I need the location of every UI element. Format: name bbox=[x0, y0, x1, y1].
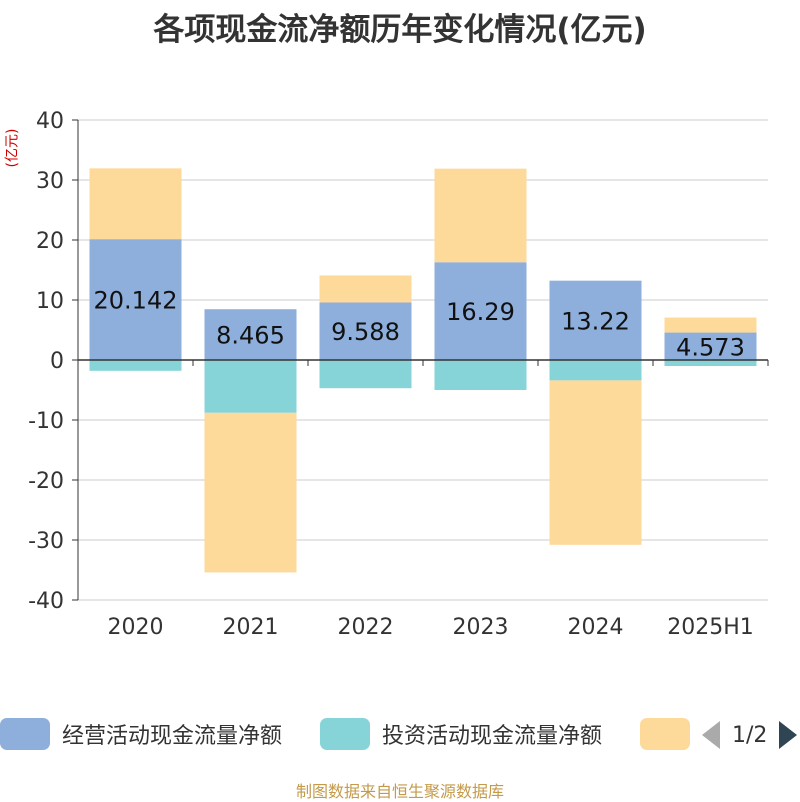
x-tick-label: 2021 bbox=[223, 615, 279, 640]
y-tick-label: 20 bbox=[36, 229, 64, 254]
x-tick-label: 2024 bbox=[568, 615, 624, 640]
bar-2022-series-1 bbox=[319, 360, 412, 389]
chart-svg: -40 -30 -20 -10 0 10 20 30 40 20.142 8.465 9.588 16.… bbox=[28, 109, 769, 640]
legend-page-indicator: 1/2 bbox=[732, 722, 768, 748]
y-tick-label: 0 bbox=[50, 349, 64, 374]
y-tick-label: 40 bbox=[36, 109, 64, 134]
bar-2021-series-1 bbox=[204, 360, 297, 413]
bar-2023-series-0 bbox=[434, 262, 527, 360]
bar-2023-series-1 bbox=[434, 360, 527, 390]
x-tick-label: 2022 bbox=[338, 615, 394, 640]
bar-2022-series-2 bbox=[319, 275, 412, 303]
y-tick-label: 30 bbox=[36, 169, 64, 194]
data-source: 制图数据来自恒生聚源数据库 bbox=[295, 782, 504, 801]
bar-2024-series-1 bbox=[549, 360, 642, 381]
bar-2020-series-0 bbox=[89, 239, 182, 360]
data-label: 9.588 bbox=[331, 318, 400, 346]
data-label: 8.465 bbox=[216, 322, 285, 350]
bar-2021-series-0 bbox=[204, 309, 297, 360]
legend-pager: 1/2 bbox=[702, 720, 798, 750]
legend-swatch-investing bbox=[320, 718, 370, 750]
legend: 经营活动现金流量净额 投资活动现金流量净额 bbox=[0, 716, 800, 756]
legend-label-investing: 投资活动现金流量净额 bbox=[382, 724, 603, 749]
y-tick-label: 10 bbox=[36, 289, 64, 314]
legend-item-operating[interactable]: 经营活动现金流量净额 bbox=[0, 716, 282, 752]
bar-2022-series-0 bbox=[319, 302, 412, 360]
y-tick-label: -10 bbox=[28, 409, 64, 434]
x-tick-label: 2023 bbox=[453, 615, 509, 640]
y-tick-label: -40 bbox=[28, 589, 64, 614]
bar-2025H1-series-1 bbox=[664, 360, 757, 366]
bar-2025H1-series-0 bbox=[664, 332, 757, 360]
bar-2025H1-series-2 bbox=[664, 317, 757, 333]
bar-2023-series-2 bbox=[434, 168, 527, 263]
legend-item-financing[interactable] bbox=[640, 716, 690, 752]
legend-swatch-financing bbox=[640, 718, 690, 750]
data-label: 16.29 bbox=[446, 298, 515, 326]
y-tick-label: -20 bbox=[28, 469, 64, 494]
x-tick-label: 2020 bbox=[108, 615, 164, 640]
bar-2024-series-2 bbox=[549, 380, 642, 545]
legend-swatch-operating bbox=[0, 718, 50, 750]
bar-2021-series-2 bbox=[204, 412, 297, 573]
bar-2024-series-0 bbox=[549, 280, 642, 360]
legend-prev-icon[interactable] bbox=[702, 721, 720, 749]
legend-item-investing[interactable]: 投资活动现金流量净额 bbox=[320, 716, 602, 752]
data-label: 20.142 bbox=[94, 287, 178, 315]
legend-label-operating: 经营活动现金流量净额 bbox=[62, 724, 283, 749]
data-label: 4.573 bbox=[676, 333, 745, 361]
x-tick-label: 2025H1 bbox=[667, 615, 754, 640]
bar-2020-series-2 bbox=[89, 168, 182, 240]
chart-title: 各项现金流净额历年变化情况(亿元) bbox=[153, 12, 647, 48]
bar-2020-series-1 bbox=[89, 360, 182, 371]
y-tick-label: -30 bbox=[28, 529, 64, 554]
data-label: 13.22 bbox=[561, 307, 630, 335]
legend-next-icon[interactable] bbox=[779, 721, 798, 749]
